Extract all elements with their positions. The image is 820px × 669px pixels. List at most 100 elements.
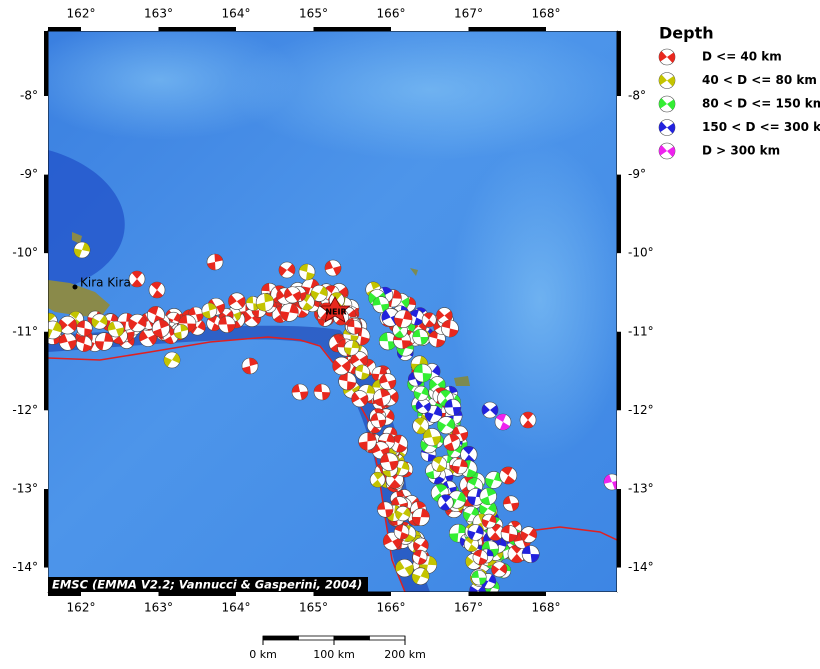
beachball bbox=[377, 501, 394, 518]
map-frame bbox=[44, 27, 621, 596]
beachball bbox=[218, 315, 236, 333]
beachball-quadrant bbox=[76, 320, 93, 337]
beachball bbox=[393, 524, 410, 540]
map-area: Kira Kira NEIR EMSC (EMMA V2.2; Vannucci… bbox=[48, 31, 617, 592]
beachball-quadrant bbox=[412, 568, 430, 584]
beachball bbox=[491, 561, 508, 578]
beachball-quadrant bbox=[659, 51, 675, 63]
beachball-quadrant bbox=[659, 121, 675, 134]
beachball-quadrant bbox=[489, 523, 501, 541]
beachball-quadrant bbox=[465, 536, 478, 552]
beachball bbox=[395, 558, 414, 578]
beachball-quadrant bbox=[496, 413, 510, 431]
beachball bbox=[343, 340, 360, 356]
beachball bbox=[76, 335, 93, 352]
legend-title: Depth bbox=[659, 24, 714, 43]
beachball bbox=[411, 567, 430, 586]
lon-label: 162° bbox=[67, 601, 96, 615]
beachball-quadrant bbox=[374, 389, 390, 407]
beachball bbox=[148, 281, 166, 299]
beachball bbox=[519, 411, 537, 429]
legend: Depth D <= 40 km 40 < D <= 80 km 80 < D <=… bbox=[658, 24, 820, 160]
town-marker bbox=[72, 284, 78, 290]
beachball-quadrant bbox=[311, 286, 328, 301]
beachball bbox=[48, 320, 62, 340]
beachball bbox=[372, 296, 390, 314]
beachball-quadrant bbox=[207, 315, 221, 331]
beachball-quadrant bbox=[413, 386, 429, 400]
beachball-quadrant bbox=[514, 532, 531, 549]
beachball-quadrant bbox=[414, 417, 427, 434]
beachball-quadrant bbox=[452, 426, 468, 441]
beachball-quadrant bbox=[291, 384, 309, 400]
beachball bbox=[441, 319, 459, 338]
beachball bbox=[413, 363, 433, 383]
beachball bbox=[201, 302, 218, 319]
lon-label: 166° bbox=[377, 7, 406, 21]
beachball bbox=[241, 357, 259, 375]
beachball-quadrant bbox=[482, 514, 497, 528]
beachball-quadrant bbox=[256, 293, 274, 312]
beachball-quadrant bbox=[413, 550, 427, 565]
beachball bbox=[520, 526, 537, 544]
shallow-area bbox=[48, 31, 300, 140]
beachball-quadrant bbox=[178, 315, 196, 332]
beachball bbox=[324, 259, 342, 277]
beachball-quadrant bbox=[416, 400, 431, 412]
beachball bbox=[370, 412, 387, 429]
lon-label: 163° bbox=[144, 7, 173, 21]
beachball-quadrant bbox=[520, 528, 537, 542]
beachball bbox=[351, 390, 369, 408]
earthquakes bbox=[48, 241, 617, 592]
lat-label: -12° bbox=[628, 403, 654, 417]
beachball-quadrant bbox=[433, 456, 446, 472]
graticule-labels: 162° 162° 163° 163° 164° 164° 165° 165° 166° 166°… bbox=[12, 7, 653, 615]
beachball-quadrant bbox=[491, 563, 507, 575]
beachball bbox=[411, 508, 430, 527]
beachball bbox=[173, 324, 189, 340]
beachball-quadrant bbox=[413, 364, 432, 382]
beachball bbox=[507, 544, 527, 564]
lat-label: -8° bbox=[628, 89, 646, 103]
island bbox=[410, 268, 418, 276]
beachball bbox=[443, 433, 461, 451]
beachball bbox=[499, 466, 518, 485]
beachball-quadrant bbox=[246, 296, 261, 311]
scale-label: 200 km bbox=[384, 648, 426, 661]
lon-label: 164° bbox=[222, 7, 251, 21]
beachball-quadrant bbox=[413, 539, 429, 552]
island bbox=[48, 280, 110, 318]
lat-label: -13° bbox=[12, 482, 38, 496]
beachball-quadrant bbox=[501, 466, 516, 485]
beachball bbox=[94, 332, 114, 351]
beachball-quadrant bbox=[279, 263, 295, 277]
beachball-quadrant bbox=[338, 372, 356, 390]
beachball bbox=[415, 398, 431, 414]
beachball-quadrant bbox=[347, 320, 362, 335]
beachball-quadrant bbox=[659, 145, 675, 157]
beachball bbox=[380, 452, 399, 471]
lon-label: 167° bbox=[454, 601, 483, 615]
beachball-quadrant bbox=[330, 334, 345, 352]
beachball-quadrant bbox=[522, 411, 534, 429]
beachball bbox=[291, 383, 309, 401]
beachball bbox=[423, 428, 442, 447]
beachball-quadrant bbox=[479, 502, 497, 516]
beachball bbox=[431, 456, 448, 472]
deep-basin bbox=[48, 150, 125, 292]
beachball bbox=[163, 351, 181, 369]
beachball-quadrant bbox=[284, 288, 301, 302]
beachball-quadrant bbox=[58, 319, 77, 332]
beachball-quadrant bbox=[228, 294, 246, 308]
beachball-quadrant bbox=[412, 508, 430, 526]
beachball bbox=[437, 416, 456, 435]
beachball-quadrant bbox=[429, 379, 446, 391]
beachball-quadrant bbox=[463, 446, 475, 463]
lon-label: 162° bbox=[67, 7, 96, 21]
lat-label: -9° bbox=[628, 167, 646, 181]
beachball-quadrant bbox=[659, 74, 675, 87]
beachball-quadrant bbox=[473, 549, 488, 565]
beachball bbox=[347, 319, 362, 335]
lat-label: -9° bbox=[20, 167, 38, 181]
